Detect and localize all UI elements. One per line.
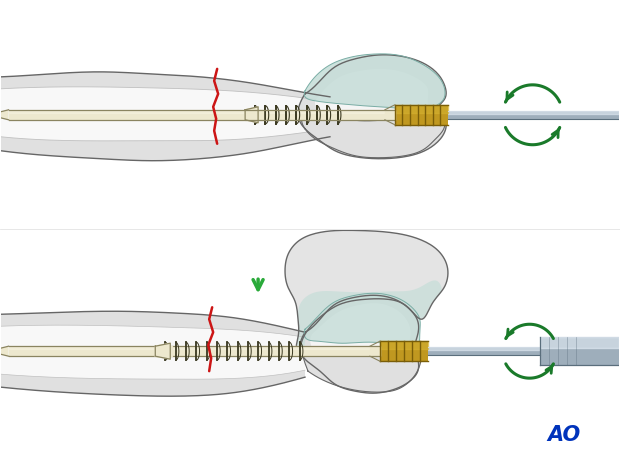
Polygon shape <box>302 109 445 158</box>
Polygon shape <box>9 346 380 356</box>
Polygon shape <box>395 105 448 113</box>
Polygon shape <box>155 343 170 359</box>
Polygon shape <box>370 346 380 356</box>
Polygon shape <box>302 347 421 392</box>
Polygon shape <box>0 346 9 356</box>
Polygon shape <box>155 346 172 356</box>
Polygon shape <box>0 110 9 120</box>
Polygon shape <box>380 341 428 349</box>
Polygon shape <box>285 230 448 352</box>
Polygon shape <box>428 347 539 350</box>
Polygon shape <box>1 325 305 379</box>
Text: AO: AO <box>547 425 581 445</box>
Polygon shape <box>297 280 442 351</box>
Polygon shape <box>1 311 305 396</box>
Polygon shape <box>299 295 418 393</box>
Polygon shape <box>9 110 395 113</box>
Polygon shape <box>380 341 428 361</box>
Polygon shape <box>1 72 330 161</box>
Polygon shape <box>448 111 619 119</box>
Polygon shape <box>298 55 446 159</box>
Polygon shape <box>539 337 619 365</box>
Polygon shape <box>311 303 410 381</box>
Polygon shape <box>315 69 428 134</box>
Polygon shape <box>539 337 619 348</box>
Polygon shape <box>385 110 395 120</box>
Polygon shape <box>1 87 330 141</box>
Polygon shape <box>245 110 263 120</box>
Polygon shape <box>395 105 448 125</box>
Polygon shape <box>448 111 619 114</box>
Polygon shape <box>9 110 395 120</box>
Polygon shape <box>304 293 420 347</box>
Polygon shape <box>304 54 445 111</box>
Polygon shape <box>428 347 539 355</box>
Polygon shape <box>245 107 258 123</box>
Polygon shape <box>9 346 380 349</box>
